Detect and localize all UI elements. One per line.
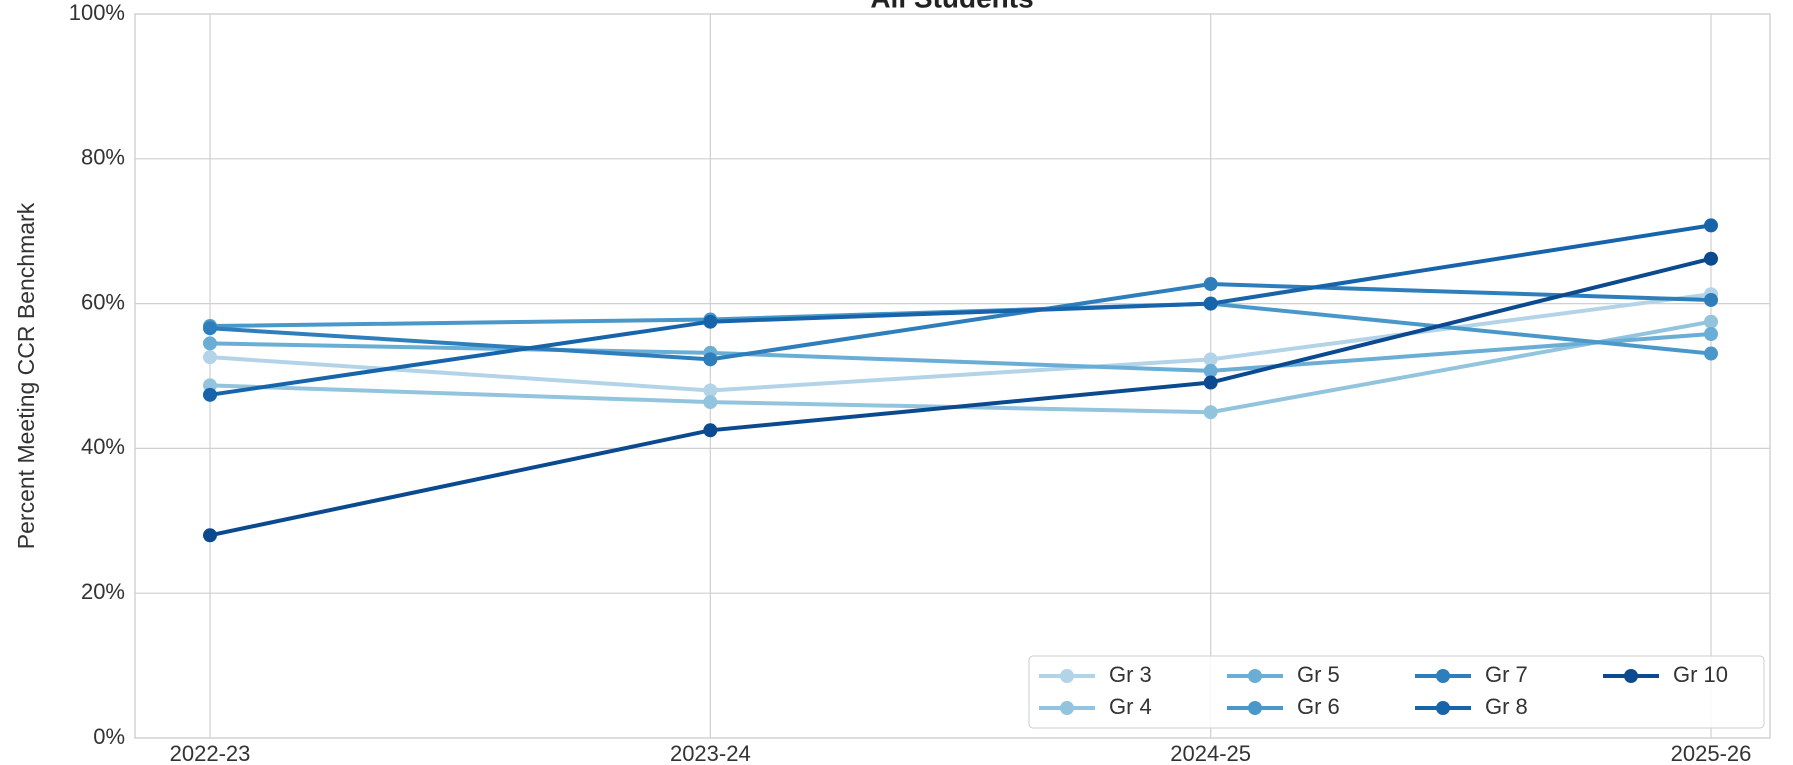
data-point xyxy=(1203,277,1218,292)
data-point xyxy=(1704,251,1718,266)
x-tick-label: 2025-26 xyxy=(1671,741,1752,765)
data-point xyxy=(703,423,718,438)
legend-label: Gr 10 xyxy=(1673,662,1728,687)
data-point xyxy=(1704,292,1718,307)
legend-marker xyxy=(1624,669,1638,683)
legend-label: Gr 7 xyxy=(1485,662,1528,687)
x-tick-label: 2023-24 xyxy=(670,741,751,765)
data-point xyxy=(1203,352,1218,367)
legend-marker xyxy=(1436,701,1450,715)
data-point xyxy=(1203,296,1218,311)
data-point xyxy=(1704,346,1718,361)
y-axis-label: Percent Meeting CCR Benchmark xyxy=(13,202,39,549)
data-point xyxy=(1203,363,1218,378)
x-tick-label: 2022-23 xyxy=(170,741,251,765)
legend-label: Gr 8 xyxy=(1485,694,1528,719)
legend-label: Gr 4 xyxy=(1109,694,1152,719)
data-point xyxy=(1704,218,1718,233)
data-point xyxy=(203,387,217,402)
legend-marker xyxy=(1248,669,1262,683)
data-point xyxy=(203,350,217,365)
data-point xyxy=(203,321,217,336)
y-tick-label: 20% xyxy=(81,579,125,604)
data-point xyxy=(703,395,718,410)
legend: Gr 3 Gr 4 Gr 5 Gr 6 Gr 7 Gr 8 Gr 10 xyxy=(1028,655,1765,729)
data-point xyxy=(1704,314,1718,329)
legend-label: Gr 5 xyxy=(1297,662,1340,687)
y-tick-label: 40% xyxy=(81,434,125,459)
data-point xyxy=(1203,405,1218,420)
data-point xyxy=(1203,375,1218,390)
series-line xyxy=(209,256,1712,538)
y-tick-label: 100% xyxy=(69,0,125,25)
legend-marker xyxy=(1060,669,1074,683)
legend-label: Gr 3 xyxy=(1109,662,1152,687)
data-point xyxy=(1704,327,1718,342)
series-line xyxy=(209,332,1712,373)
legend-marker xyxy=(1248,701,1262,715)
y-tick-label: 80% xyxy=(81,145,125,170)
legend-label: Gr 6 xyxy=(1297,694,1340,719)
data-point xyxy=(203,336,217,351)
data-point xyxy=(203,528,217,543)
series-line xyxy=(209,282,1712,362)
data-point xyxy=(703,314,718,329)
legend-box xyxy=(1028,655,1765,729)
legend-marker xyxy=(1060,701,1074,715)
x-tick-label: 2024-25 xyxy=(1170,741,1251,765)
y-tick-label: 60% xyxy=(81,289,125,314)
data-point xyxy=(703,383,718,398)
chart-title: All Students xyxy=(870,0,1033,13)
y-tick-label: 0% xyxy=(93,724,125,749)
data-point xyxy=(703,352,718,367)
legend-marker xyxy=(1436,669,1450,683)
series-line xyxy=(209,223,1712,397)
